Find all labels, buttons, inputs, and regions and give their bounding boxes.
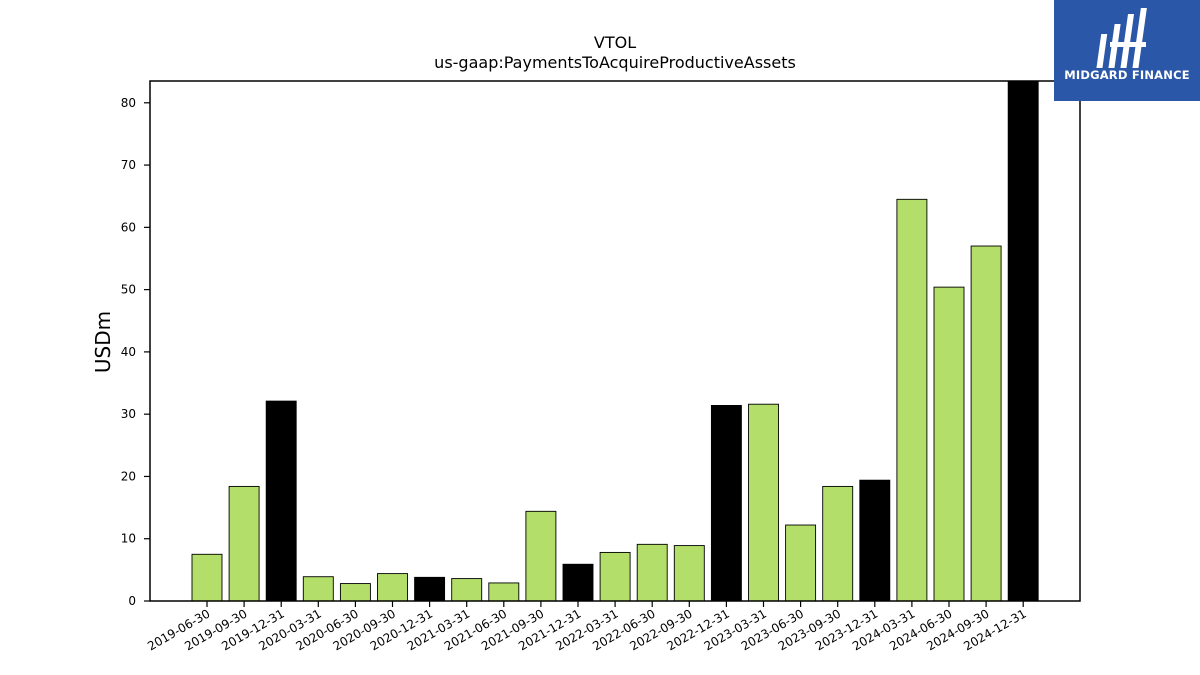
midgard-finance-logo: MIDGARD FINANCE (1054, 0, 1200, 101)
y-tick-label: 70 (121, 158, 136, 172)
bar-2023-03-31 (748, 403, 779, 602)
logo-text: MIDGARD FINANCE (1064, 68, 1190, 82)
bar-2020-06-30 (339, 583, 371, 602)
bar-2024-03-31 (896, 198, 928, 602)
y-tick-label: 60 (121, 220, 136, 234)
y-tick-label: 0 (128, 594, 136, 608)
y-tick-label: 10 (121, 532, 136, 546)
bar-2019-09-30 (228, 485, 260, 602)
bar-2023-12-31 (859, 479, 891, 602)
bar-2021-03-31 (451, 578, 483, 602)
y-tick-label: 40 (121, 345, 136, 359)
bar-2021-09-30 (525, 510, 557, 602)
bar-2023-06-30 (785, 524, 817, 602)
bar-2022-12-31 (710, 405, 742, 602)
bar-2019-06-30 (191, 553, 223, 602)
bar-2024-06-30 (933, 286, 965, 602)
plot-frame (149, 80, 1081, 602)
bar-2019-12-31 (265, 400, 297, 602)
bar-2020-03-31 (302, 576, 334, 602)
bar-2020-09-30 (377, 573, 408, 602)
bar-2024-12-31 (1007, 80, 1039, 602)
y-axis-label: USDm (91, 311, 115, 373)
y-axis: 0 10 20 30 40 50 60 70 80 (121, 96, 150, 608)
bar-2022-09-30 (673, 545, 705, 602)
bar-2021-06-30 (488, 582, 520, 602)
chart-title: VTOL (594, 33, 636, 52)
bar-2022-06-30 (636, 543, 668, 602)
bar-2021-12-31 (562, 563, 594, 602)
logo-mark-icon (1096, 8, 1147, 68)
bar-2022-03-31 (599, 551, 631, 602)
bar-2024-09-30 (970, 245, 1002, 602)
y-tick-label: 80 (121, 96, 136, 110)
x-axis: 2019-06-302019-09-302019-12-312020-03-31… (145, 601, 1029, 653)
bars-group (191, 80, 1039, 602)
y-tick-label: 20 (121, 469, 136, 483)
bar-2023-09-30 (822, 485, 854, 602)
y-tick-label: 30 (121, 407, 136, 421)
chart-subtitle: us-gaap:PaymentsToAcquireProductiveAsset… (434, 53, 796, 72)
y-tick-label: 50 (121, 283, 136, 297)
bar-2020-12-31 (414, 576, 446, 602)
